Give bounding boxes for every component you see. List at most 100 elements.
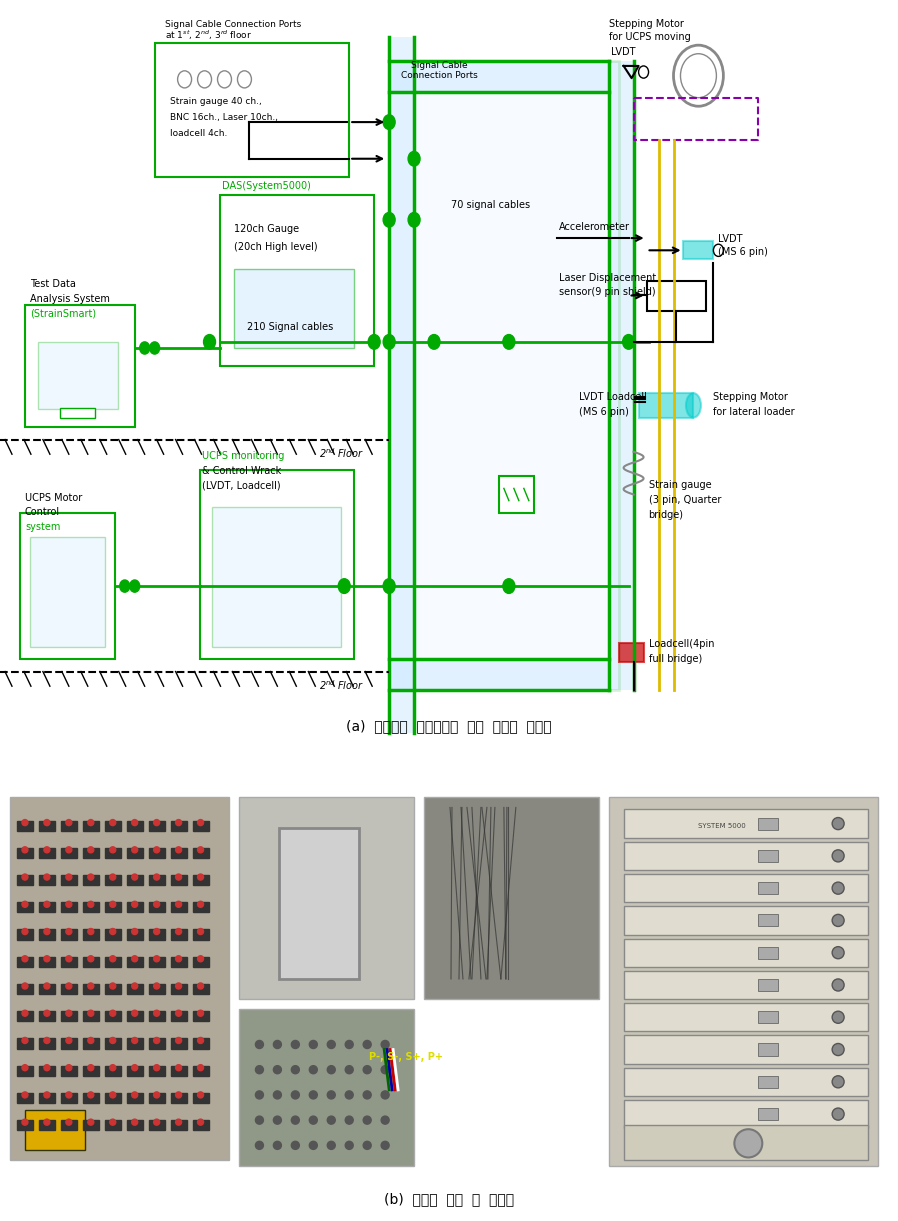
Bar	[61, 1011, 77, 1021]
Circle shape	[22, 1065, 28, 1071]
Circle shape	[622, 335, 635, 349]
Circle shape	[154, 901, 160, 907]
Circle shape	[88, 1092, 93, 1098]
Circle shape	[408, 151, 420, 166]
Circle shape	[150, 342, 160, 354]
Bar	[623, 971, 868, 999]
Bar	[192, 1120, 208, 1131]
Bar	[619, 643, 644, 662]
Bar	[83, 1066, 99, 1076]
Circle shape	[503, 335, 515, 349]
Bar	[61, 984, 77, 994]
Circle shape	[132, 847, 137, 852]
Circle shape	[44, 956, 50, 962]
Bar	[61, 1066, 77, 1076]
Bar	[127, 821, 143, 830]
Circle shape	[383, 579, 395, 593]
Circle shape	[327, 1090, 335, 1099]
Circle shape	[381, 1116, 389, 1125]
Circle shape	[832, 946, 844, 958]
Circle shape	[273, 1066, 281, 1073]
Circle shape	[381, 1090, 389, 1099]
Bar	[83, 875, 99, 885]
Bar	[240, 797, 414, 999]
Circle shape	[22, 1038, 28, 1044]
Circle shape	[110, 1092, 116, 1098]
Circle shape	[88, 928, 93, 934]
Circle shape	[132, 1010, 137, 1016]
Circle shape	[383, 212, 395, 227]
Bar	[234, 269, 354, 348]
Bar	[20, 513, 115, 659]
Circle shape	[154, 874, 160, 880]
Text: (MS 6 pin): (MS 6 pin)	[718, 247, 769, 258]
Circle shape	[327, 1040, 335, 1049]
Circle shape	[198, 1010, 204, 1016]
Bar	[609, 61, 634, 690]
Circle shape	[832, 1044, 844, 1056]
Circle shape	[88, 847, 93, 852]
Bar	[758, 1011, 779, 1023]
Circle shape	[88, 901, 93, 907]
Bar	[61, 929, 77, 940]
Bar	[623, 939, 868, 967]
Text: Stepping Motor: Stepping Motor	[713, 392, 788, 403]
Circle shape	[381, 1142, 389, 1149]
Circle shape	[273, 1116, 281, 1125]
Text: (3 pin, Quarter: (3 pin, Quarter	[648, 495, 721, 505]
Bar	[61, 957, 77, 967]
Bar	[83, 929, 99, 940]
Bar	[758, 1076, 779, 1088]
Circle shape	[291, 1142, 299, 1149]
Circle shape	[132, 1092, 137, 1098]
Circle shape	[66, 1120, 72, 1126]
Circle shape	[110, 1065, 116, 1071]
Bar	[212, 507, 341, 647]
Circle shape	[44, 1038, 50, 1044]
Circle shape	[154, 928, 160, 934]
Bar	[17, 1120, 33, 1131]
Circle shape	[132, 1038, 137, 1044]
Circle shape	[198, 983, 204, 989]
Circle shape	[713, 244, 724, 256]
Bar	[127, 1120, 143, 1131]
Bar	[171, 1011, 187, 1021]
Bar	[171, 984, 187, 994]
Bar	[39, 875, 55, 885]
Circle shape	[217, 71, 232, 88]
Circle shape	[88, 819, 93, 825]
Bar	[61, 847, 77, 858]
Circle shape	[383, 335, 395, 349]
Circle shape	[176, 819, 181, 825]
Bar	[623, 1100, 868, 1128]
Circle shape	[110, 983, 116, 989]
Circle shape	[88, 956, 93, 962]
Bar	[192, 1066, 208, 1076]
Circle shape	[22, 1092, 28, 1098]
Bar	[17, 902, 33, 912]
Text: full bridge): full bridge)	[648, 653, 702, 664]
Circle shape	[132, 901, 137, 907]
Bar	[638, 393, 693, 418]
Circle shape	[381, 1040, 389, 1049]
Circle shape	[154, 1010, 160, 1016]
Bar	[127, 875, 143, 885]
Circle shape	[66, 1065, 72, 1071]
Circle shape	[327, 1116, 335, 1125]
Bar	[623, 1004, 868, 1032]
Bar	[105, 1011, 120, 1021]
Circle shape	[309, 1040, 317, 1049]
Circle shape	[22, 1010, 28, 1016]
Bar	[83, 1120, 99, 1131]
Circle shape	[832, 979, 844, 991]
Circle shape	[22, 847, 28, 852]
Circle shape	[22, 983, 28, 989]
Circle shape	[110, 1038, 116, 1044]
Bar	[39, 1011, 55, 1021]
Bar	[17, 929, 33, 940]
Text: for UCPS moving: for UCPS moving	[609, 32, 691, 43]
Circle shape	[88, 1038, 93, 1044]
Circle shape	[198, 71, 212, 88]
Bar	[623, 906, 868, 934]
Text: 70 signal cables: 70 signal cables	[451, 199, 530, 210]
